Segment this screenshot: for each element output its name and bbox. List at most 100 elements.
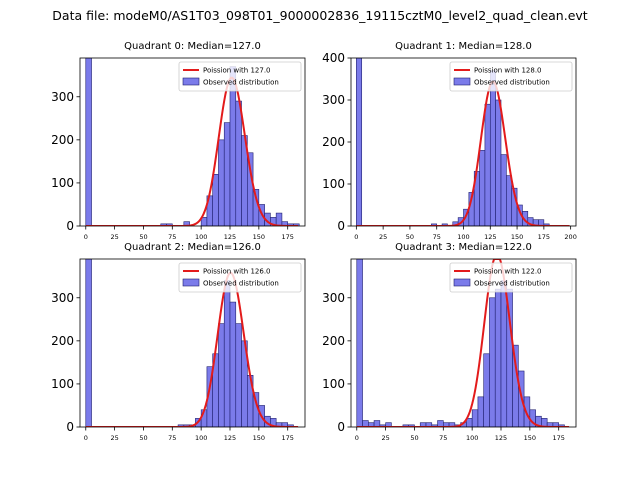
x-tick-label: 150 <box>511 233 523 241</box>
histogram-bar <box>235 323 242 427</box>
histogram-bar <box>495 99 502 226</box>
x-tick-label: 100 <box>195 233 207 241</box>
x-tick-label: 125 <box>484 233 496 241</box>
x-tick-label: 100 <box>195 434 207 442</box>
x-tick-label: 175 <box>281 233 293 241</box>
histogram-bar <box>479 150 486 226</box>
x-tick-label: 175 <box>281 434 293 442</box>
histogram-bar <box>218 323 225 427</box>
panel-title: Quadrant 0: Median=127.0 <box>124 41 261 52</box>
histogram-bar <box>275 212 283 226</box>
y-tick-label: 100 <box>322 377 345 391</box>
x-tick-label: 100 <box>466 434 478 442</box>
legend-bar-swatch <box>453 278 471 287</box>
legend-curve-label: Poission with 122.0 <box>474 268 542 276</box>
panel-title: Quadrant 3: Median=122.0 <box>395 242 532 253</box>
legend-curve-label: Poission with 126.0 <box>203 268 271 276</box>
panel-quadrant-0: Quadrant 0: Median=127.0 0 25 50 75 100 125 150… <box>51 41 306 241</box>
axes-frame <box>350 258 577 428</box>
histogram-bar <box>166 223 173 226</box>
y-tick-label: 200 <box>51 133 74 147</box>
histogram-bar <box>506 175 513 226</box>
histogram-bar <box>235 100 242 226</box>
legend-bar-label: Observed distribution <box>474 280 550 288</box>
histogram-bar <box>483 353 490 427</box>
legend-box <box>449 61 573 92</box>
histogram-bar <box>223 280 231 427</box>
histogram-bar <box>477 396 484 427</box>
y-tick-label: 300 <box>322 93 345 107</box>
histogram-bar <box>500 154 507 226</box>
x-tick-label: 125 <box>224 233 236 241</box>
x-tick-label: 0 <box>84 233 88 241</box>
histogram-bar <box>287 424 294 427</box>
poisson-curve <box>85 76 299 226</box>
y-tick-label: 0 <box>337 420 345 434</box>
panel-title: Quadrant 2: Median=126.0 <box>124 242 261 253</box>
axes-frame <box>79 57 306 227</box>
x-tick-label: 25 <box>381 434 389 442</box>
x-tick-label: 175 <box>538 233 550 241</box>
histogram-bar <box>408 424 415 427</box>
y-tick-label: 100 <box>51 377 74 391</box>
x-tick-label: 50 <box>410 434 418 442</box>
legend-box <box>178 61 302 92</box>
x-tick-label: 50 <box>139 233 147 241</box>
histogram-bar <box>385 422 392 427</box>
y-tick-label: 200 <box>322 135 345 149</box>
x-tick-label: 200 <box>564 233 576 241</box>
panel-quadrant-3: Quadrant 3: Median=122.0 0 25 50 75 100 125 150… <box>322 242 577 442</box>
x-tick-label: 100 <box>457 233 469 241</box>
x-tick-label: 25 <box>379 233 387 241</box>
x-tick-label: 150 <box>524 434 536 442</box>
x-tick-label: 175 <box>552 434 564 442</box>
legend-bar-label: Observed distribution <box>474 79 550 87</box>
histogram-bar <box>85 58 92 226</box>
legend-bar-swatch <box>453 77 471 86</box>
x-tick-label: 75 <box>168 233 176 241</box>
legend-bar-label: Observed distribution <box>203 79 279 87</box>
y-tick-label: 300 <box>51 90 74 104</box>
histogram-bar <box>558 424 565 427</box>
legend-box <box>178 262 302 293</box>
panel-title: Quadrant 1: Median=128.0 <box>395 41 532 52</box>
histogram-bar <box>356 259 363 427</box>
x-tick-label: 50 <box>139 434 147 442</box>
x-tick-label: 75 <box>168 434 176 442</box>
poisson-curve <box>356 259 570 427</box>
y-tick-label: 100 <box>51 176 74 190</box>
x-tick-label: 150 <box>253 434 265 442</box>
legend-box <box>449 262 573 293</box>
y-tick-label: 200 <box>51 334 74 348</box>
x-tick-label: 0 <box>354 233 358 241</box>
y-tick-label: 300 <box>51 291 74 305</box>
y-tick-label: 100 <box>322 177 345 191</box>
histogram-bar <box>85 259 92 427</box>
panel-quadrant-2: Quadrant 2: Median=126.0 0 25 50 75 100 125 150… <box>51 242 306 442</box>
legend-bar-swatch <box>182 77 200 86</box>
histogram-bar <box>494 288 502 427</box>
x-tick-label: 25 <box>110 233 118 241</box>
histogram-bar <box>212 174 219 226</box>
x-tick-label: 125 <box>224 434 236 442</box>
x-tick-label: 150 <box>253 233 265 241</box>
legend-bar-label: Observed distribution <box>203 280 279 288</box>
histogram-bar <box>293 223 300 226</box>
histogram-bar <box>356 58 363 226</box>
poisson-curve <box>85 271 299 427</box>
x-tick-label: 75 <box>433 233 441 241</box>
histogram-bar <box>489 297 496 427</box>
x-tick-label: 50 <box>406 233 414 241</box>
histogram-bar <box>229 301 237 427</box>
y-tick-label: 0 <box>337 219 345 233</box>
histogram-bar <box>484 103 491 226</box>
panel-quadrant-1: Quadrant 1: Median=128.0 0 25 50 75 100 125 150… <box>322 41 577 241</box>
x-tick-label: 0 <box>84 434 88 442</box>
y-tick-label: 400 <box>322 51 345 65</box>
axes-frame <box>79 258 306 428</box>
histogram-bar <box>223 122 231 226</box>
x-tick-label: 25 <box>110 434 118 442</box>
x-tick-label: 75 <box>439 434 447 442</box>
histogram-bar <box>489 70 496 226</box>
